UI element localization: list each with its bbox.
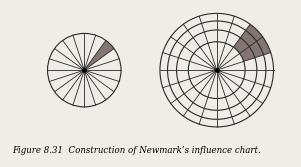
Wedge shape (249, 41, 263, 58)
Wedge shape (240, 47, 255, 61)
Wedge shape (240, 30, 256, 47)
Wedge shape (84, 40, 114, 70)
Wedge shape (246, 24, 263, 41)
Wedge shape (233, 38, 249, 53)
Wedge shape (256, 37, 271, 55)
Text: Figure 8.31  Construction of Newmark’s influence chart.: Figure 8.31 Construction of Newmark’s in… (12, 146, 261, 155)
